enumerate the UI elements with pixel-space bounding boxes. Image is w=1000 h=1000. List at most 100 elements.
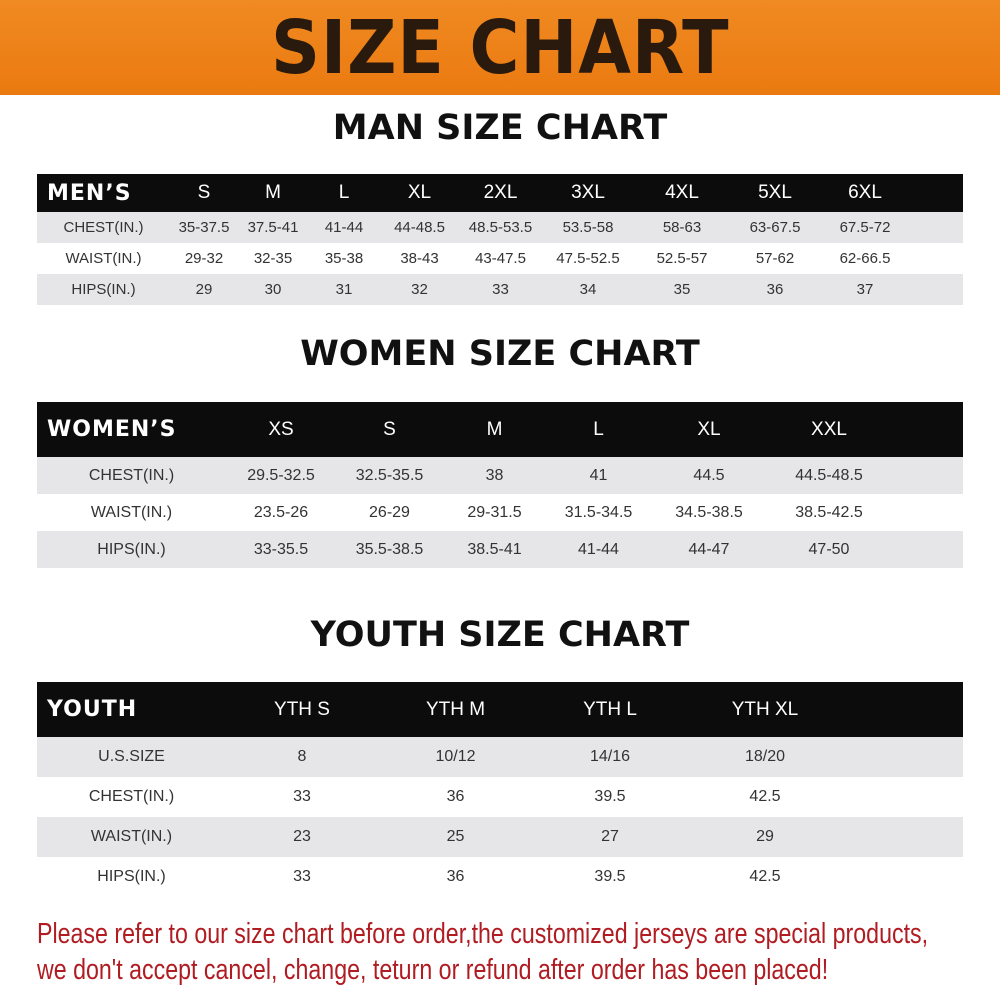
table-cell: 36	[446, 868, 465, 885]
table-cell: 37	[856, 281, 874, 298]
women-size-table: WOMEN’S XS S M L XL XXL CHEST(IN.) 29.5-32.5 32.5…	[37, 402, 963, 568]
table-cell: YTH XL	[731, 698, 799, 720]
table-cell: L	[593, 418, 604, 440]
table-cell: 23	[293, 828, 311, 845]
table-cell: 37.5-41	[247, 219, 299, 236]
table-cell: 57-62	[755, 250, 795, 267]
row-label: CHEST(IN.)	[63, 219, 144, 236]
table-cell: 18/20	[744, 748, 786, 765]
table-cell: 29-31.5	[467, 503, 522, 521]
table-cell: 35-37.5	[178, 219, 230, 236]
table-cell: 26-29	[369, 503, 410, 521]
row-label: U.S.SIZE	[98, 748, 165, 765]
notice-line-1: Please refer to our size chart before or…	[37, 918, 929, 950]
table-cell: 53.5-58	[562, 219, 614, 236]
table-row: WAIST(IN.) 23.5-26 26-29 29-31.5 31.5-34.5 34…	[37, 494, 963, 531]
table-cell: 33	[492, 281, 509, 298]
table-cell: XL	[697, 418, 721, 440]
table-cell: YTH S	[274, 698, 330, 720]
table-cell: 5XL	[758, 182, 792, 203]
row-label: WAIST(IN.)	[65, 250, 142, 267]
row-label: WAIST(IN.)	[90, 828, 173, 845]
table-cell: 14/16	[589, 748, 631, 765]
page-title: SIZE CHART	[270, 4, 730, 91]
table-cell: 34.5-38.5	[675, 503, 743, 521]
table-cell: 32-35	[253, 250, 293, 267]
table-cell: 47-50	[808, 540, 850, 558]
table-cell: 38.5-42.5	[795, 503, 863, 521]
table-cell: 4XL	[665, 182, 699, 203]
table-cell: 2XL	[483, 182, 518, 203]
table-cell: 32	[411, 281, 428, 298]
row-label: WOMEN’S	[47, 417, 177, 442]
table-cell: XXL	[811, 418, 847, 440]
table-row: WAIST(IN.) 23 25 27 29	[37, 817, 963, 857]
row-label: HIPS(IN.)	[97, 868, 166, 885]
table-cell: 44-47	[688, 540, 730, 558]
table-cell: 29-32	[184, 250, 224, 267]
table-cell: 41-44	[324, 219, 364, 236]
table-cell: 43-47.5	[475, 250, 526, 267]
table-header-row: MEN’S S M L XL 2XL 3XL 4XL 5XL 6XL	[37, 174, 963, 212]
table-row: HIPS(IN.) 29 30 31 32 33 34 35 36 37	[37, 274, 963, 305]
table-cell: 3XL	[571, 182, 605, 203]
table-cell: 67.5-72	[839, 219, 891, 236]
table-cell: 30	[264, 281, 282, 298]
table-cell: 47.5-52.5	[556, 250, 620, 267]
table-cell: 25	[446, 828, 465, 845]
table-cell: 44.5	[693, 466, 725, 484]
table-cell: 10/12	[435, 748, 476, 765]
table-cell: 42.5	[749, 788, 781, 805]
title-banner: SIZE CHART	[0, 0, 1000, 95]
table-cell: 33-35.5	[253, 540, 309, 558]
table-cell: 33	[293, 788, 311, 805]
table-cell: 48.5-53.5	[468, 219, 533, 236]
table-cell: 29	[195, 281, 213, 298]
row-label: HIPS(IN.)	[97, 540, 166, 558]
table-cell: 58-63	[662, 219, 702, 236]
table-row: CHEST(IN.) 35-37.5 37.5-41 41-44 44-48.5 48.5…	[37, 212, 963, 243]
table-cell: M	[486, 418, 503, 440]
table-cell: 31	[335, 281, 353, 298]
table-row: HIPS(IN.) 33 36 39.5 42.5	[37, 857, 963, 897]
table-cell: 38	[485, 466, 504, 484]
table-cell: 39.5	[594, 868, 626, 885]
row-label: CHEST(IN.)	[88, 466, 175, 484]
row-label: WAIST(IN.)	[90, 503, 173, 521]
table-row: CHEST(IN.) 29.5-32.5 32.5-35.5 38 41 44.5 44.5…	[37, 457, 963, 494]
table-cell: L	[338, 182, 350, 203]
table-cell: 29.5-32.5	[247, 466, 315, 484]
table-cell: 62-66.5	[839, 250, 891, 267]
table-cell: 35.5-38.5	[355, 540, 424, 558]
youth-section-title: YOUTH SIZE CHART	[310, 615, 690, 655]
table-cell: 41-44	[578, 540, 619, 558]
row-label: CHEST(IN.)	[88, 788, 175, 805]
table-cell: 33	[293, 868, 311, 885]
notice-line-2: we don't accept cancel, change, teturn o…	[37, 954, 829, 986]
table-row: HIPS(IN.) 33-35.5 35.5-38.5 38.5-41 41-44 44-…	[37, 531, 963, 568]
table-cell: 38.5-41	[467, 540, 522, 558]
table-cell: 44.5-48.5	[795, 466, 863, 484]
table-cell: XL	[407, 182, 432, 203]
table-cell: 8	[297, 748, 307, 765]
table-cell: 31.5-34.5	[564, 503, 633, 521]
table-cell: 35	[673, 281, 691, 298]
table-cell: S	[383, 418, 396, 440]
men-section-title: MAN SIZE CHART	[332, 108, 668, 148]
table-row: WAIST(IN.) 29-32 32-35 35-38 38-43 43-47.5 47.…	[37, 243, 963, 274]
table-cell: 27	[601, 828, 619, 845]
row-label: YOUTH	[47, 697, 138, 722]
table-cell: 52.5-57	[656, 250, 708, 267]
table-cell: 23.5-26	[253, 503, 309, 521]
table-cell: YTH M	[425, 698, 486, 720]
row-label: MEN’S	[47, 180, 132, 206]
table-cell: 63-67.5	[749, 219, 801, 236]
table-cell: M	[265, 182, 281, 203]
table-cell: 34	[579, 281, 597, 298]
table-cell: 6XL	[848, 182, 882, 203]
table-cell: XS	[268, 418, 294, 440]
table-header-row: YOUTH YTH S YTH M YTH L YTH XL	[37, 682, 963, 737]
table-cell: 32.5-35.5	[355, 466, 424, 484]
row-label: HIPS(IN.)	[71, 281, 136, 298]
table-cell: 29	[756, 828, 774, 845]
